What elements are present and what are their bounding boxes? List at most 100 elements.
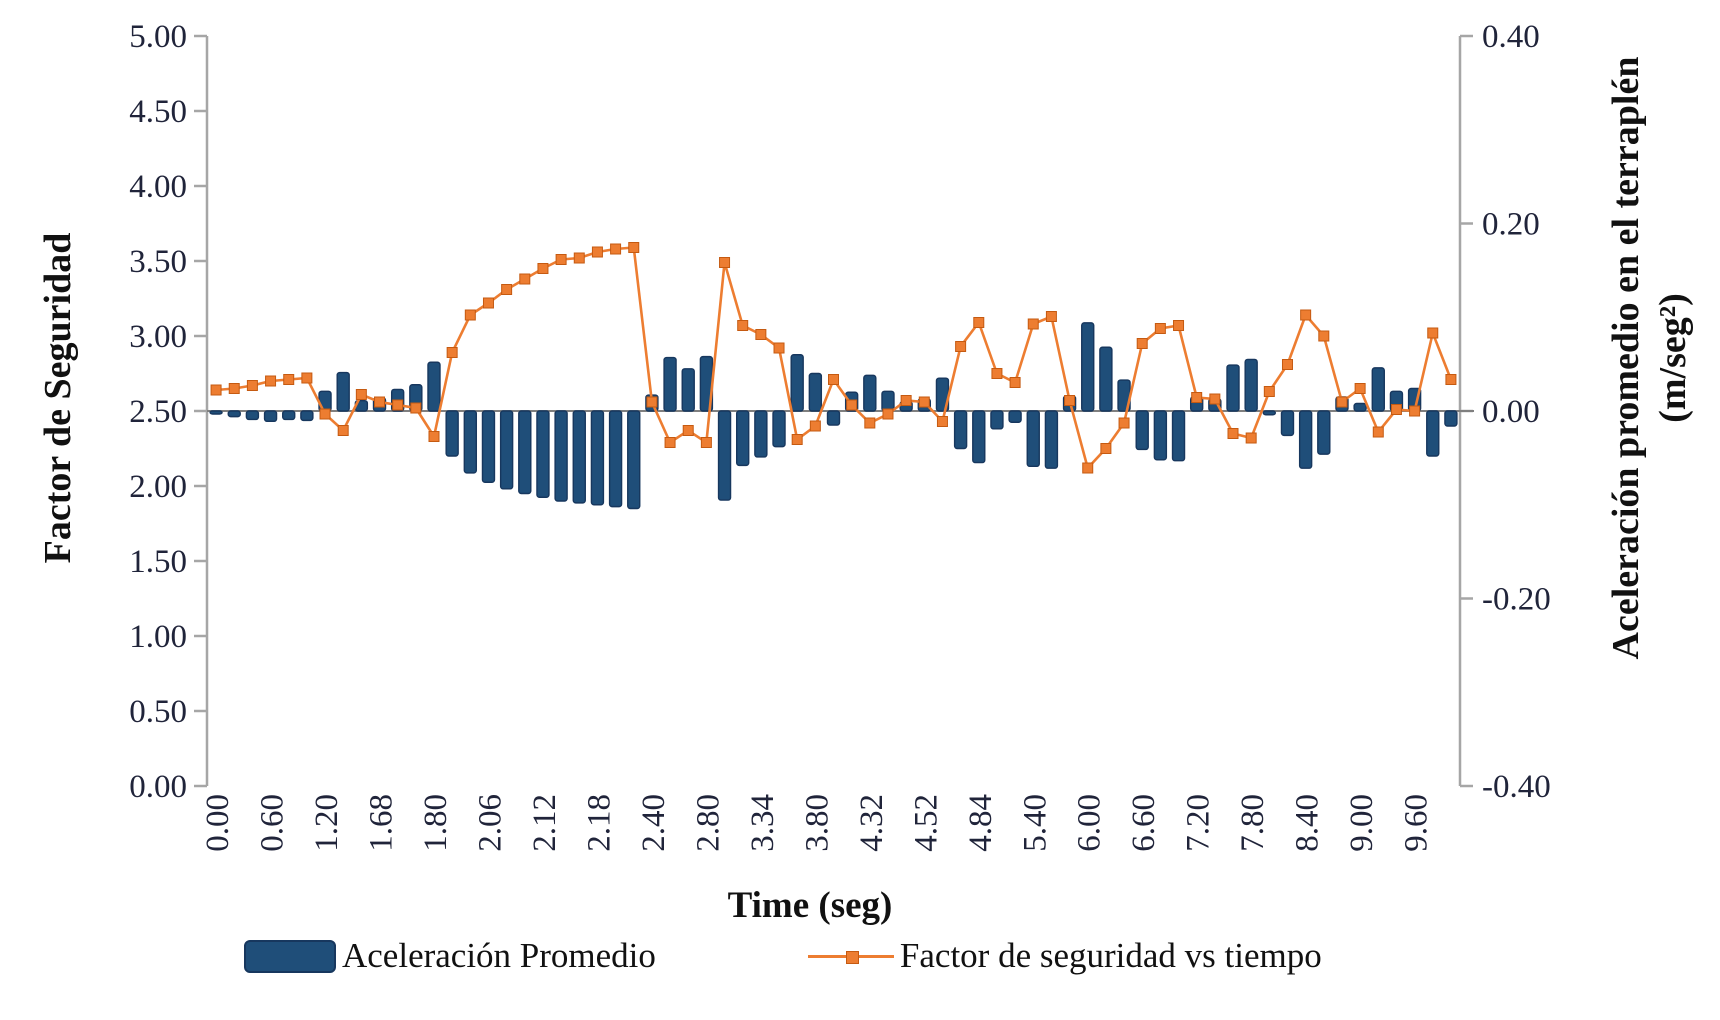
fs-line-marker [591,246,603,258]
bar [1262,410,1277,416]
fs-line-marker [610,243,622,255]
x-axis-tick-label: 5.40 [1017,794,1053,852]
right-axis-tick-label: 0.00 [1482,394,1540,430]
x-axis-tick-label: 6.60 [1126,794,1162,852]
x-axis-tick-label: 7.80 [1235,794,1271,852]
fs-line-marker [1191,392,1203,403]
left-axis-tick-label: 4.50 [129,94,187,130]
x-axis-tick-label: 2.12 [527,794,563,852]
bar [1280,410,1295,437]
bar [300,410,314,422]
bar [427,361,441,412]
fs-line-marker [773,342,785,354]
right-axis-tick-label: 0.20 [1482,207,1540,243]
bar [736,410,750,467]
right-axis-tick-label: 0.40 [1482,19,1540,55]
fs-line-marker [1372,426,1384,438]
fs-line-marker [646,396,658,408]
fs-line [215,246,1453,471]
fs-line-marker [265,375,277,387]
bar [1244,358,1258,412]
left-axis-tick-label: 5.00 [129,19,187,55]
x-axis-tick-label: 9.00 [1344,794,1380,852]
fs-line-marker [1064,395,1076,406]
left-axis-tick-label: 0.50 [129,694,187,730]
bar [445,410,459,457]
left-axis-title: Factor de Seguridad [37,232,79,564]
fs-line-marker [955,341,967,352]
legend-bar-swatch-icon [244,939,336,973]
fs-line-marker [355,389,367,400]
right-axis-tick-label: -0.20 [1482,582,1551,618]
bar [953,410,968,450]
right-axis-title-line2: (m/seg²) [1652,293,1694,423]
bar [282,410,296,421]
fs-line-marker [1082,462,1094,474]
x-axis-tick-label: 4.84 [963,794,999,852]
fs-line-marker [1154,323,1166,334]
bar [881,390,895,412]
fs-line-marker [537,263,549,274]
fs-line-marker [864,417,876,429]
x-axis-tick-label: 7.20 [1181,794,1217,852]
fs-line-marker [1336,396,1348,408]
bar [808,372,823,412]
x-axis-tick-label: 2.80 [690,794,726,852]
x-axis-tick-label: 3.34 [745,794,781,852]
bar [1081,322,1095,412]
left-axis-tick-label: 2.50 [129,394,187,430]
left-axis-tick-label: 2.00 [129,469,187,505]
bar [990,410,1004,430]
bar [1099,346,1113,412]
bar [663,356,677,412]
fs-line-marker [1118,417,1130,429]
fs-line-marker [464,309,476,321]
fs-line-marker [519,273,531,285]
right-axis-title-line1: Aceleración promedio en el terraplén [1605,56,1647,660]
bar [790,354,804,412]
bar [754,410,768,458]
bar [1171,410,1186,462]
fs-line-marker [501,284,513,295]
bar [972,410,986,464]
fs-line-marker [1427,327,1439,339]
fs-line-marker [319,408,331,420]
bar [1008,410,1022,423]
bar [554,410,568,502]
legend: Aceleración Promedio Factor de seguridad… [244,936,1322,976]
x-axis-tick-label: 0.60 [255,794,291,852]
fs-line-marker [991,368,1003,379]
fs-line-marker [1263,386,1275,397]
fs-line-marker [337,425,349,436]
bar [590,410,605,506]
fs-line-marker [719,257,731,268]
bar [209,410,223,415]
left-axis-tick-label: 3.50 [129,244,187,280]
bar [263,410,278,423]
left-axis-tick-label: 1.00 [129,619,187,655]
bar [1317,410,1331,455]
legend-line-marker-icon [845,950,859,964]
fs-line-marker [1100,443,1112,454]
fs-line-marker [1009,377,1021,388]
fs-line-marker [428,431,440,442]
bar [1353,402,1367,412]
legend-line-sample-icon [807,942,894,971]
fs-line-marker [1318,330,1330,342]
fs-line-marker [1300,309,1312,321]
bar [1426,410,1440,457]
legend-line-label: Factor de seguridad vs tiempo [899,936,1322,975]
fs-line-marker [737,320,749,331]
bar [772,410,786,448]
x-axis-tick-label: 2.18 [581,794,617,852]
fs-line-marker [791,434,803,445]
x-axis-tick-label: 0.00 [200,794,236,852]
fs-line-marker [1409,405,1421,417]
right-axis-title: Aceleración promedio en el terraplén (m/s… [1603,57,1697,660]
fs-line-marker [1354,383,1366,394]
x-axis-tick-label: 1.20 [309,794,345,852]
fs-line-marker [882,408,894,420]
fs-line-marker [374,396,386,408]
x-axis-tick-label: 4.52 [908,794,944,852]
